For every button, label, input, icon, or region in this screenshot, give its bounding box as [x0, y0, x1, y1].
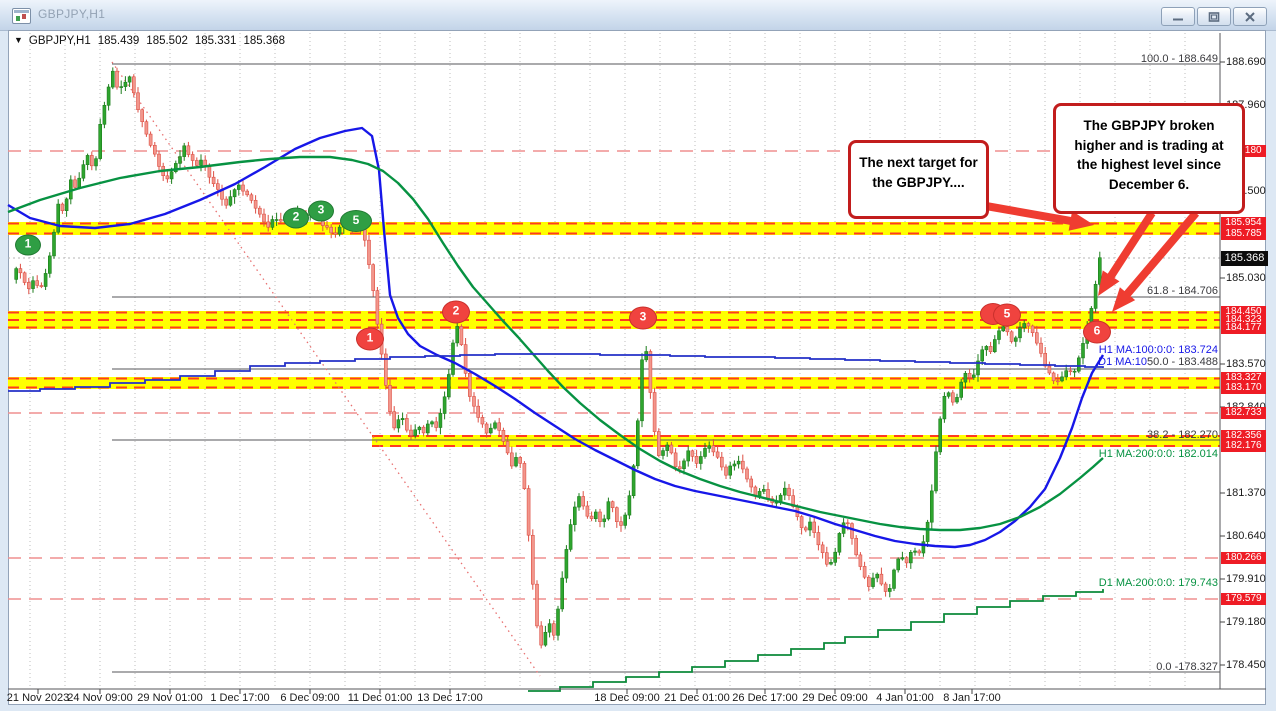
window-title: GBPJPY,H1 — [38, 7, 106, 21]
header-low: 185.331 — [194, 35, 237, 47]
green-marker-3: 3 — [308, 200, 334, 222]
time-tick-label: 21 Nov 2023 — [6, 692, 70, 704]
ohlc-header: ▼ GBPJPY,H1 185.439 185.502 185.331 185.368 — [14, 35, 292, 47]
expander-icon[interactable]: ▼ — [14, 35, 23, 45]
green-marker-2: 2 — [283, 207, 309, 229]
time-tick-label: 13 Dec 17:00 — [417, 692, 483, 704]
red-marker-2: 2 — [442, 300, 470, 324]
time-tick-label: 18 Dec 09:00 — [594, 692, 660, 704]
header-close: 185.368 — [243, 35, 286, 47]
green-marker-5: 5 — [340, 210, 372, 232]
time-tick-label: 8 Jan 17:00 — [943, 692, 1001, 704]
time-tick-label: 4 Jan 01:00 — [876, 692, 934, 704]
time-tick-label: 1 Dec 17:00 — [210, 692, 270, 704]
fib-618-label: 61.8 - 184.706 — [1147, 285, 1218, 297]
price-tick-label: 188.690 — [1226, 56, 1266, 68]
price-level-tag: 183.170 — [1221, 382, 1266, 394]
price-tick-label: 179.910 — [1226, 573, 1266, 585]
window-titlebar[interactable]: GBPJPY,H1 — [0, 0, 1276, 31]
price-tick-label: 181.370 — [1226, 487, 1266, 499]
price-tick-label: 180.640 — [1226, 530, 1266, 542]
minimize-icon — [1173, 18, 1183, 20]
restore-icon — [1208, 11, 1220, 22]
red-marker-3: 3 — [629, 306, 657, 330]
minimize-button[interactable] — [1161, 7, 1195, 26]
price-tick-label: 183.570 — [1226, 358, 1266, 370]
header-high: 185.502 — [146, 35, 188, 47]
fib-382-label: 38.2 - 182.270 — [1147, 429, 1218, 441]
price-level-tag: 182.733 — [1221, 407, 1266, 419]
annotation-box-next-target[interactable]: The next target for the GBPJPY.... — [848, 140, 989, 219]
price-level-tag: 185.954 — [1221, 217, 1266, 229]
time-tick-label: 21 Dec 01:00 — [664, 692, 730, 704]
d1-ma100-fib50-label: D1 MA:1050.0 - 183.488 — [1098, 356, 1218, 368]
fib-0-label: 0.0 -178.327 — [1156, 661, 1218, 673]
price-level-tag: 182.356 — [1221, 430, 1266, 442]
time-tick-label: 11 Dec 01:00 — [347, 692, 413, 704]
current-price-tag: 185.368 — [1221, 251, 1268, 266]
time-tick-label: 29 Nov 01:00 — [137, 692, 203, 704]
annotation-box-broken-higher[interactable]: The GBPJPY broken higher and is trading … — [1053, 103, 1245, 214]
chart-window-icon — [12, 8, 31, 24]
price-level-tag: 179.579 — [1221, 593, 1266, 605]
price-tick-label: 178.450 — [1226, 659, 1266, 671]
red-marker-5: 5 — [993, 303, 1021, 327]
time-tick-label: 24 Nov 09:00 — [67, 692, 133, 704]
price-level-tag: 184.177 — [1221, 322, 1266, 334]
price-level-tag: 180.266 — [1221, 552, 1266, 564]
price-tick-label: 185.030 — [1226, 272, 1266, 284]
time-tick-label: 29 Dec 09:00 — [802, 692, 868, 704]
time-tick-label: 26 Dec 17:00 — [732, 692, 798, 704]
d1-ma200-label: D1 MA:200:0:0: 179.743 — [1098, 577, 1218, 589]
price-tick-label: 179.180 — [1226, 616, 1266, 628]
green-marker-1: 1 — [15, 234, 41, 256]
header-symbol: GBPJPY,H1 — [28, 35, 91, 47]
close-button[interactable] — [1233, 7, 1267, 26]
h1-ma100-label: H1 MA:100:0:0: 183.724 — [1098, 344, 1218, 356]
fib-100-label: 100.0 - 188.649 — [1140, 53, 1218, 65]
price-level-tag: 182.176 — [1221, 440, 1266, 452]
red-marker-6: 6 — [1083, 320, 1111, 344]
h1-ma200-label: H1 MA:200:0:0: 182.014 — [1098, 448, 1218, 460]
red-marker-1: 1 — [356, 327, 384, 351]
header-open: 185.439 — [97, 35, 140, 47]
price-level-tag: 185.785 — [1221, 228, 1266, 240]
price-level-tag: 183.327 — [1221, 372, 1266, 384]
restore-button[interactable] — [1197, 7, 1231, 26]
close-icon — [1245, 11, 1255, 22]
time-tick-label: 6 Dec 09:00 — [280, 692, 340, 704]
